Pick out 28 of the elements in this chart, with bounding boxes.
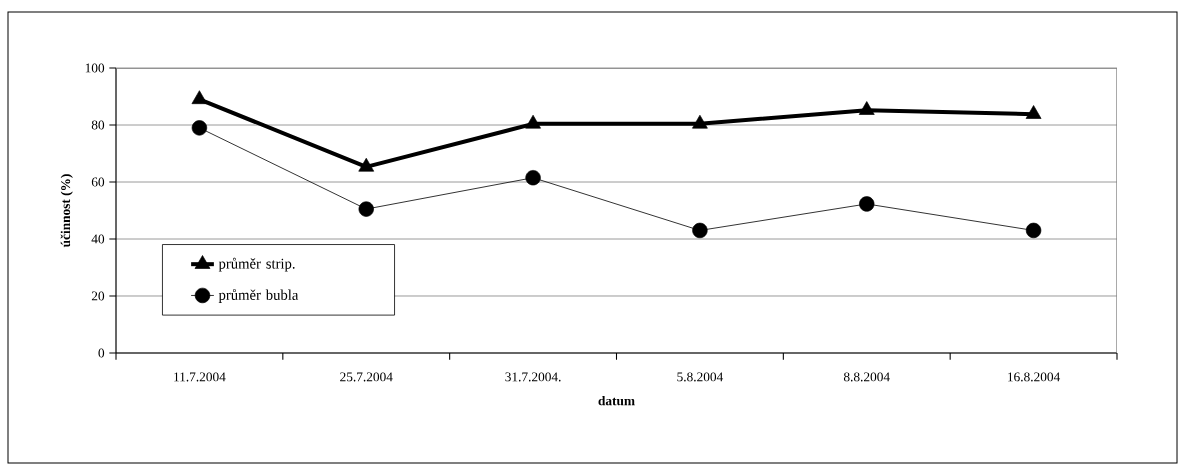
y-tick-label: 0 (98, 348, 105, 358)
point (191, 120, 208, 136)
point (525, 170, 541, 186)
point (358, 157, 375, 172)
point (692, 222, 708, 239)
x-tick-label: 25.7.2004 (340, 372, 393, 382)
x-tick-label: 5.8.2004 (677, 372, 724, 382)
x-tick-label: 16.8.2004 (1008, 372, 1061, 382)
y-axis-title: účinnost (%) (60, 174, 73, 248)
x-tick-label: 11.7.2004 (174, 372, 226, 382)
point (191, 90, 208, 105)
y-tick-label: 100 (85, 63, 105, 73)
point (358, 201, 374, 217)
point (525, 114, 541, 129)
point (1025, 222, 1042, 239)
legend-label: průměr strip. (218, 257, 295, 272)
x-axis-title: datum (598, 395, 635, 406)
y-tick-label: 20 (91, 291, 105, 301)
point (1025, 105, 1042, 119)
x-tick-label: 8.8.2004 (843, 372, 890, 382)
point (692, 114, 708, 129)
y-tick-label: 60 (91, 177, 105, 187)
point (859, 196, 875, 212)
point (858, 101, 875, 115)
y-tick-label: 80 (91, 120, 105, 130)
y-tick-label: 40 (91, 234, 105, 244)
legend-label: průměr bubla (218, 289, 299, 303)
x-tick-label: 31.7.2004. (505, 372, 561, 382)
